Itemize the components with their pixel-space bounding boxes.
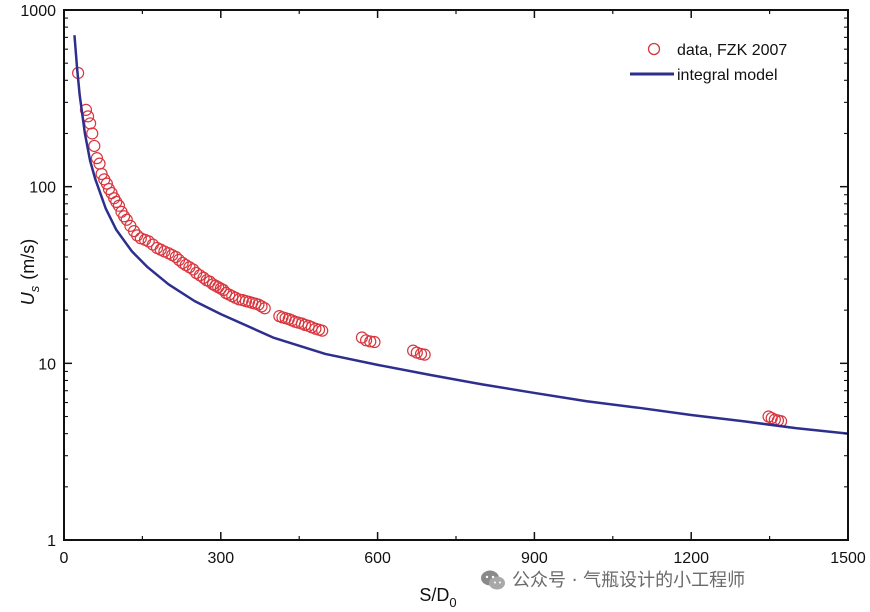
data-point	[418, 348, 431, 361]
legend-marker-data	[647, 42, 661, 56]
data-point	[90, 152, 104, 165]
data-point	[142, 235, 155, 248]
legend-label-model: integral model	[677, 67, 778, 84]
x-tick-label: 900	[521, 550, 548, 567]
data-point	[255, 300, 268, 313]
series-layer	[72, 35, 848, 435]
axis-ticks	[63, 9, 849, 541]
data-point	[364, 335, 377, 348]
data-point	[368, 335, 381, 349]
data-point	[112, 199, 125, 212]
data-point	[95, 167, 108, 181]
x-tick-label: 300	[207, 550, 234, 567]
x-tick-label: 1200	[673, 550, 709, 567]
x-tick-label: 600	[364, 550, 391, 567]
x-tick-label: 1500	[830, 550, 866, 567]
data-point	[110, 195, 123, 208]
legend: data, FZK 2007 integral model	[630, 42, 787, 84]
data-point	[127, 225, 141, 238]
data-point	[258, 302, 271, 315]
data-point	[252, 298, 265, 311]
data-point	[176, 256, 189, 270]
y-tick-label: 1	[47, 533, 56, 550]
y-tick-label: 1000	[20, 3, 56, 20]
axis-tick-labels: 0 300 600 900 1200 1500 1 10 100 1000	[20, 3, 865, 567]
watermark: 公众号 · 气瓶设计的小工程师	[480, 566, 745, 592]
y-axis-title: Us(m/s)	[18, 239, 42, 305]
data-point	[197, 271, 210, 284]
watermark-text: 公众号 · 气瓶设计的小工程师	[512, 570, 746, 591]
y-tick-label: 100	[29, 180, 56, 197]
x-axis-title: S/D0	[419, 585, 456, 610]
data-point	[120, 213, 133, 226]
integral-model-line	[73, 35, 848, 435]
wechat-icon	[481, 570, 505, 590]
legend-label-data: data, FZK 2007	[677, 42, 787, 59]
data-point	[88, 139, 101, 153]
data-point	[86, 127, 99, 140]
data-point	[316, 324, 329, 337]
data-point	[84, 117, 97, 130]
data-point	[169, 250, 182, 264]
data-point	[118, 210, 131, 223]
y-tick-label: 10	[38, 356, 56, 373]
plot-frame	[63, 9, 849, 541]
data-point	[100, 177, 113, 190]
x-tick-label: 0	[60, 550, 69, 567]
